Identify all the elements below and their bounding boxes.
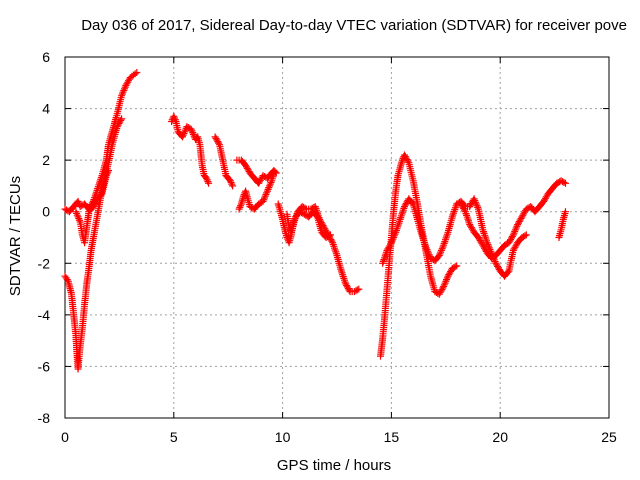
series-markers <box>555 208 569 241</box>
x-axis-label: GPS time / hours <box>277 457 391 474</box>
series-markers <box>379 195 530 280</box>
y-tick-label: -6 <box>38 358 51 374</box>
series-track-10 <box>377 151 461 360</box>
y-tick-label: 6 <box>42 49 50 65</box>
series-track-4 <box>168 112 213 187</box>
series-markers <box>457 177 569 262</box>
y-tick-label: -8 <box>38 410 51 426</box>
series-markers <box>72 167 112 247</box>
y-tick-label: 4 <box>42 101 50 117</box>
series-track-12 <box>457 177 569 262</box>
series-track-13 <box>555 208 569 241</box>
series-markers <box>168 112 213 187</box>
plot-frame <box>64 56 610 419</box>
series-track-7 <box>235 169 280 213</box>
series-markers <box>377 151 461 360</box>
series-track-5 <box>211 133 237 190</box>
series-track-2 <box>61 115 126 373</box>
x-tick-label: 25 <box>601 429 617 445</box>
x-tick-label: 15 <box>384 429 400 445</box>
axis-ticks: 0 5 10 15 20 25 -8 -6 -4 -2 0 2 4 6 <box>38 49 617 445</box>
x-tick-label: 5 <box>170 429 178 445</box>
series-track-3 <box>72 167 112 247</box>
data-series <box>61 69 569 373</box>
chart-title: Day 036 of 2017, Sidereal Day-to-day VTE… <box>81 17 627 34</box>
y-axis-label: SDTVAR / TECUs <box>7 176 24 296</box>
y-tick-label: -4 <box>38 307 51 323</box>
y-tick-label: 0 <box>42 204 50 220</box>
x-tick-label: 0 <box>61 429 69 445</box>
y-tick-label: 2 <box>42 152 50 168</box>
series-markers <box>283 208 334 241</box>
y-tick-label: -2 <box>38 255 51 271</box>
series-track-9 <box>283 208 334 241</box>
x-tick-label: 10 <box>275 429 291 445</box>
series-markers <box>235 169 280 213</box>
series-track-11 <box>379 195 530 280</box>
grid-lines <box>65 57 609 418</box>
series-markers <box>61 115 126 373</box>
x-tick-label: 20 <box>492 429 508 445</box>
series-markers <box>211 133 237 190</box>
